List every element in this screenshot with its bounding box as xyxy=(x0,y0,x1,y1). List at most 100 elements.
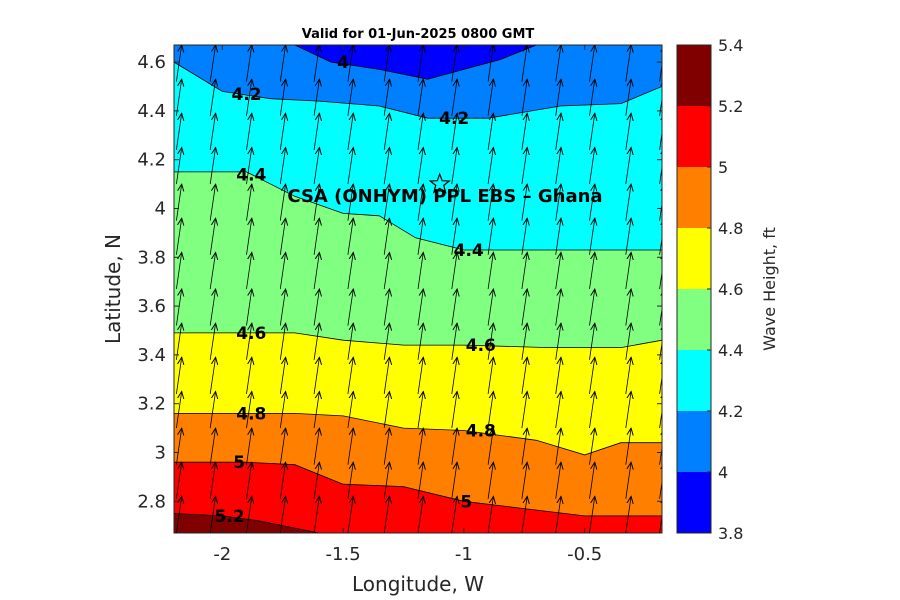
wave-vector-0-2 xyxy=(176,428,181,465)
contour-label: 4.4 xyxy=(454,241,484,261)
wave-vector-3-1 xyxy=(279,462,285,499)
wave-vector-0-11 xyxy=(176,113,181,150)
contour-line-4.6 xyxy=(174,332,662,348)
wave-vector-2-12 xyxy=(246,79,252,116)
contour-line-4.8 xyxy=(174,413,662,456)
wave-vector-7-11 xyxy=(417,113,423,150)
wave-vector-13-5 xyxy=(625,323,631,360)
wave-vector-8-12 xyxy=(451,79,457,116)
wave-vector-0-13 xyxy=(176,45,181,82)
wave-vector-14-12 xyxy=(659,79,662,116)
wave-vector-1-4 xyxy=(209,357,215,394)
y-tick-label: 4.6 xyxy=(137,52,166,73)
wave-vector-12-3 xyxy=(589,392,595,429)
site-star-icon xyxy=(428,172,451,194)
chart-title: Valid for 01-Jun-2025 0800 GMT xyxy=(302,27,535,42)
wave-vector-12-0 xyxy=(589,496,595,533)
wave-vector-10-13 xyxy=(521,45,527,82)
site-label: CSA (ONHYM) PPL EBS – Ghana xyxy=(287,186,602,207)
wave-vector-11-9 xyxy=(555,184,561,221)
colorbar-tick-label: 3.8 xyxy=(718,524,743,543)
wave-vector-9-4 xyxy=(487,357,493,394)
wave-vector-10-9 xyxy=(521,184,527,221)
colorbar-swatch-4.2 xyxy=(677,350,711,411)
wave-vector-5-4 xyxy=(347,357,353,394)
wave-direction-vectors xyxy=(176,45,662,533)
wave-vector-11-2 xyxy=(555,428,561,465)
colorbar-tick-label: 4.4 xyxy=(718,341,743,360)
wave-vector-3-9 xyxy=(279,184,285,221)
wave-vector-11-3 xyxy=(555,392,561,429)
wave-vector-13-14 xyxy=(625,45,627,46)
wave-vector-12-13 xyxy=(589,45,595,82)
wave-vector-10-5 xyxy=(521,323,527,360)
wave-vector-13-12 xyxy=(625,79,631,116)
plot-frame xyxy=(173,44,663,534)
wave-vector-8-0 xyxy=(451,496,457,533)
wave-vector-1-7 xyxy=(209,252,215,290)
wave-vector-2-13 xyxy=(246,45,252,82)
wave-vector-13-1 xyxy=(625,462,631,499)
wave-vector-3-6 xyxy=(279,289,285,326)
wave-vector-2-0 xyxy=(246,496,252,533)
x-axis-ticks: -2 -1.5 -1 -0.5 xyxy=(213,45,602,565)
wave-vector-9-9 xyxy=(487,184,493,221)
wave-vector-4-4 xyxy=(313,357,319,394)
wave-vector-8-10 xyxy=(451,148,457,185)
wave-vector-14-2 xyxy=(659,428,662,465)
wave-vector-9-13 xyxy=(487,45,493,82)
wave-vector-1-8 xyxy=(209,218,215,255)
y-tick-label: 3.2 xyxy=(137,394,166,415)
wave-vector-2-6 xyxy=(246,289,252,326)
contour-label: 4.4 xyxy=(236,165,266,185)
wave-vector-3-11 xyxy=(279,113,285,150)
wave-vector-6-1 xyxy=(383,462,389,499)
wave-vector-7-2 xyxy=(417,428,423,465)
wave-vector-6-11 xyxy=(383,113,389,150)
y-tick-label: 3 xyxy=(155,443,166,464)
wave-vector-11-12 xyxy=(555,79,561,116)
wave-vector-5-1 xyxy=(347,462,353,499)
wave-vector-7-8 xyxy=(417,218,423,255)
wave-vector-10-0 xyxy=(521,496,527,533)
wave-vector-7-1 xyxy=(417,462,423,499)
wave-vector-3-5 xyxy=(279,323,285,360)
wave-vector-14-3 xyxy=(659,392,662,429)
contour-label: 4.8 xyxy=(236,404,266,424)
wave-vector-6-5 xyxy=(383,323,389,360)
wave-vector-11-14 xyxy=(555,45,557,46)
wave-vector-2-10 xyxy=(246,148,252,185)
wave-vector-2-3 xyxy=(246,392,252,429)
wave-vector-11-13 xyxy=(555,45,561,82)
wave-vector-10-7 xyxy=(521,252,527,290)
wave-vector-1-9 xyxy=(209,184,215,221)
wave-vector-13-4 xyxy=(625,357,631,394)
wave-vector-14-5 xyxy=(659,323,662,360)
wave-vector-11-0 xyxy=(555,496,561,533)
wave-vector-1-3 xyxy=(209,392,215,429)
wave-vector-3-13 xyxy=(279,45,285,82)
x-tick-label: -0.5 xyxy=(567,544,602,565)
wave-vector-12-2 xyxy=(589,428,595,465)
wave-vector-6-7 xyxy=(383,252,389,290)
wave-vector-11-4 xyxy=(555,357,561,394)
wave-vector-2-8 xyxy=(246,218,252,255)
wave-vector-10-2 xyxy=(521,428,527,465)
y-axis-label: Latitude, N xyxy=(101,234,125,344)
wave-vector-9-5 xyxy=(487,323,493,360)
colorbar-swatch-3.8 xyxy=(677,472,711,533)
wave-vector-3-12 xyxy=(279,79,285,116)
wave-vector-1-10 xyxy=(209,148,215,185)
wave-vector-13-9 xyxy=(625,184,631,221)
wave-vector-13-3 xyxy=(625,392,631,429)
wave-vector-1-0 xyxy=(209,496,215,533)
wave-vector-14-9 xyxy=(659,184,662,221)
wave-vector-2-11 xyxy=(246,113,252,150)
contour-label: 5.2 xyxy=(215,507,245,527)
wave-vector-9-1 xyxy=(487,462,493,499)
wave-vector-1-11 xyxy=(209,113,215,150)
wave-vector-1-6 xyxy=(209,289,215,326)
wave-vector-8-4 xyxy=(451,357,457,394)
contour-label: 4.8 xyxy=(466,422,496,442)
